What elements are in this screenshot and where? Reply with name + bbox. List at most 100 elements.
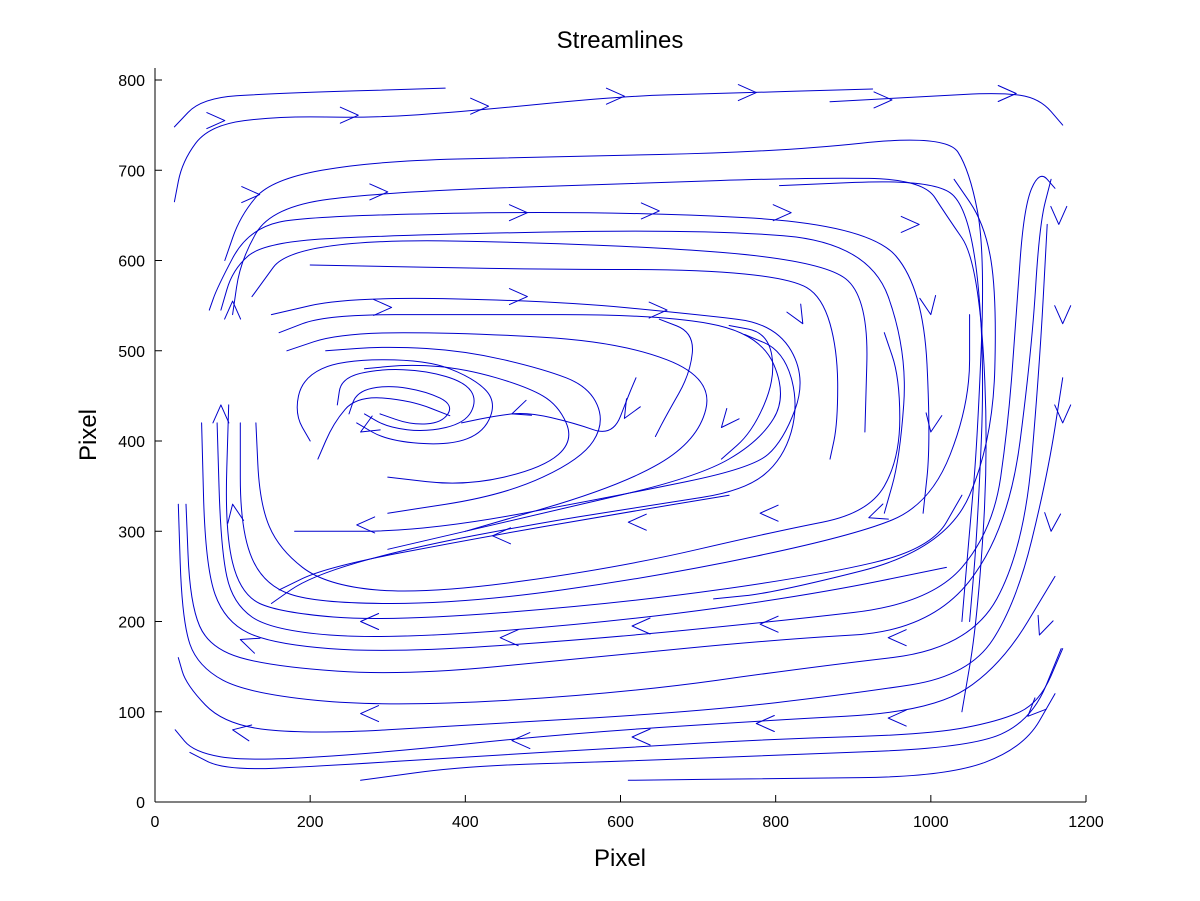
streamline-20 bbox=[461, 377, 637, 432]
y-tick-label: 400 bbox=[118, 434, 145, 451]
streamline-30 bbox=[185, 178, 1052, 674]
y-axis-label: Pixel bbox=[75, 409, 102, 461]
flow-arrow-40 bbox=[360, 613, 380, 630]
streamline-36 bbox=[627, 693, 1056, 781]
flow-arrow-10 bbox=[508, 204, 528, 222]
flow-arrow-39 bbox=[759, 504, 779, 522]
flow-arrow-27 bbox=[720, 408, 740, 428]
streamline-22 bbox=[720, 325, 774, 460]
streamline-3 bbox=[829, 93, 1064, 126]
flow-arrow-18 bbox=[1050, 205, 1068, 225]
flow-arrow-47 bbox=[631, 728, 651, 746]
streamline-16 bbox=[296, 359, 493, 445]
flow-arrow-19 bbox=[1054, 305, 1072, 325]
streamline-29 bbox=[201, 175, 1056, 651]
flow-arrow-20 bbox=[1054, 404, 1072, 424]
flow-arrow-13 bbox=[900, 215, 920, 233]
flow-arrow-36 bbox=[356, 516, 376, 534]
streamline-37 bbox=[713, 178, 996, 600]
flow-arrow-46 bbox=[511, 732, 531, 750]
flow-arrow-2 bbox=[339, 106, 359, 124]
flow-arrow-4 bbox=[605, 87, 625, 105]
y-tick-label: 800 bbox=[118, 73, 145, 90]
flow-arrow-38 bbox=[627, 513, 647, 531]
streamline-10 bbox=[309, 264, 839, 460]
x-tick-label: 600 bbox=[607, 814, 634, 831]
streamline-33 bbox=[174, 575, 1056, 760]
flow-arrow-48 bbox=[755, 715, 775, 732]
x-ticks: 0 200 400 600 800 1000 1200 bbox=[151, 795, 1104, 831]
flow-arrow-6 bbox=[873, 91, 893, 109]
streamline-18 bbox=[348, 386, 451, 425]
flow-arrow-42 bbox=[631, 617, 651, 635]
x-tick-label: 800 bbox=[762, 814, 789, 831]
x-tick-label: 0 bbox=[151, 814, 160, 831]
flow-arrow-26 bbox=[868, 503, 889, 520]
flow-arrow-12 bbox=[772, 204, 792, 222]
flow-arrow-16 bbox=[648, 301, 668, 319]
streamline-11 bbox=[270, 297, 801, 532]
x-tick-label: 400 bbox=[452, 814, 479, 831]
flow-arrow-1 bbox=[206, 112, 226, 130]
streamline-32 bbox=[177, 377, 1064, 733]
streamline-6 bbox=[779, 181, 984, 622]
flow-arrow-22 bbox=[1037, 614, 1054, 636]
flow-arrow-32 bbox=[212, 404, 230, 424]
y-tick-label: 200 bbox=[118, 615, 145, 632]
flow-arrow-9 bbox=[369, 183, 389, 201]
plot-area bbox=[173, 84, 1072, 781]
flow-arrow-7 bbox=[997, 85, 1017, 102]
flow-arrow-5 bbox=[737, 84, 757, 102]
flow-arrow-37 bbox=[492, 527, 511, 545]
streamline-26 bbox=[239, 314, 971, 604]
streamline-14 bbox=[325, 346, 601, 514]
flow-arrow-44 bbox=[887, 629, 907, 647]
y-tick-label: 700 bbox=[118, 163, 145, 180]
y-tick-label: 0 bbox=[136, 795, 145, 812]
flow-arrow-34 bbox=[239, 637, 261, 654]
flow-arrow-35 bbox=[232, 724, 253, 742]
streamline-25 bbox=[255, 332, 901, 592]
streamline-5 bbox=[232, 177, 987, 713]
flow-arrow-28 bbox=[623, 398, 641, 419]
axes: 0 200 400 600 800 1000 1200 0 100 200 300 400 500 60… bbox=[118, 68, 1104, 831]
y-ticks: 0 100 200 300 400 500 600 700 800 bbox=[118, 73, 162, 812]
streamline-31 bbox=[177, 223, 1048, 705]
streamline-24 bbox=[278, 494, 730, 591]
flow-arrow-23 bbox=[1027, 697, 1047, 717]
streamline-27 bbox=[225, 404, 963, 619]
x-tick-label: 1000 bbox=[913, 814, 949, 831]
streamline-34 bbox=[189, 648, 1064, 770]
streamline-8 bbox=[220, 230, 905, 514]
streamline-17 bbox=[336, 369, 475, 431]
flow-arrow-43 bbox=[759, 615, 779, 633]
x-tick-label: 1200 bbox=[1068, 814, 1104, 831]
flow-arrow-11 bbox=[640, 202, 660, 220]
streamline-1 bbox=[173, 87, 446, 128]
streamline-28 bbox=[216, 422, 947, 637]
y-tick-label: 300 bbox=[118, 524, 145, 541]
flow-arrow-31 bbox=[224, 300, 242, 320]
flow-arrow-15 bbox=[508, 288, 528, 306]
x-tick-label: 200 bbox=[297, 814, 324, 831]
flow-arrow-41 bbox=[499, 629, 519, 647]
y-tick-label: 600 bbox=[118, 254, 145, 271]
flow-arrow-24 bbox=[919, 295, 937, 316]
flow-arrow-3 bbox=[470, 97, 490, 115]
streamline-19 bbox=[317, 397, 451, 460]
flow-arrow-21 bbox=[1044, 512, 1062, 532]
streamline-15 bbox=[364, 364, 570, 484]
flow-arrow-33 bbox=[227, 503, 245, 524]
chart-title: Streamlines bbox=[557, 27, 684, 54]
streamline-4 bbox=[224, 139, 984, 622]
flow-arrow-49 bbox=[887, 709, 907, 727]
flow-arrow-14 bbox=[373, 298, 393, 316]
streamline-21 bbox=[654, 318, 693, 437]
y-tick-label: 500 bbox=[118, 344, 145, 361]
flow-arrow-8 bbox=[241, 186, 261, 204]
streamline-2 bbox=[173, 88, 874, 203]
streamline-13 bbox=[286, 332, 708, 532]
flow-arrow-25 bbox=[925, 412, 943, 433]
flow-arrow-17 bbox=[786, 303, 804, 325]
